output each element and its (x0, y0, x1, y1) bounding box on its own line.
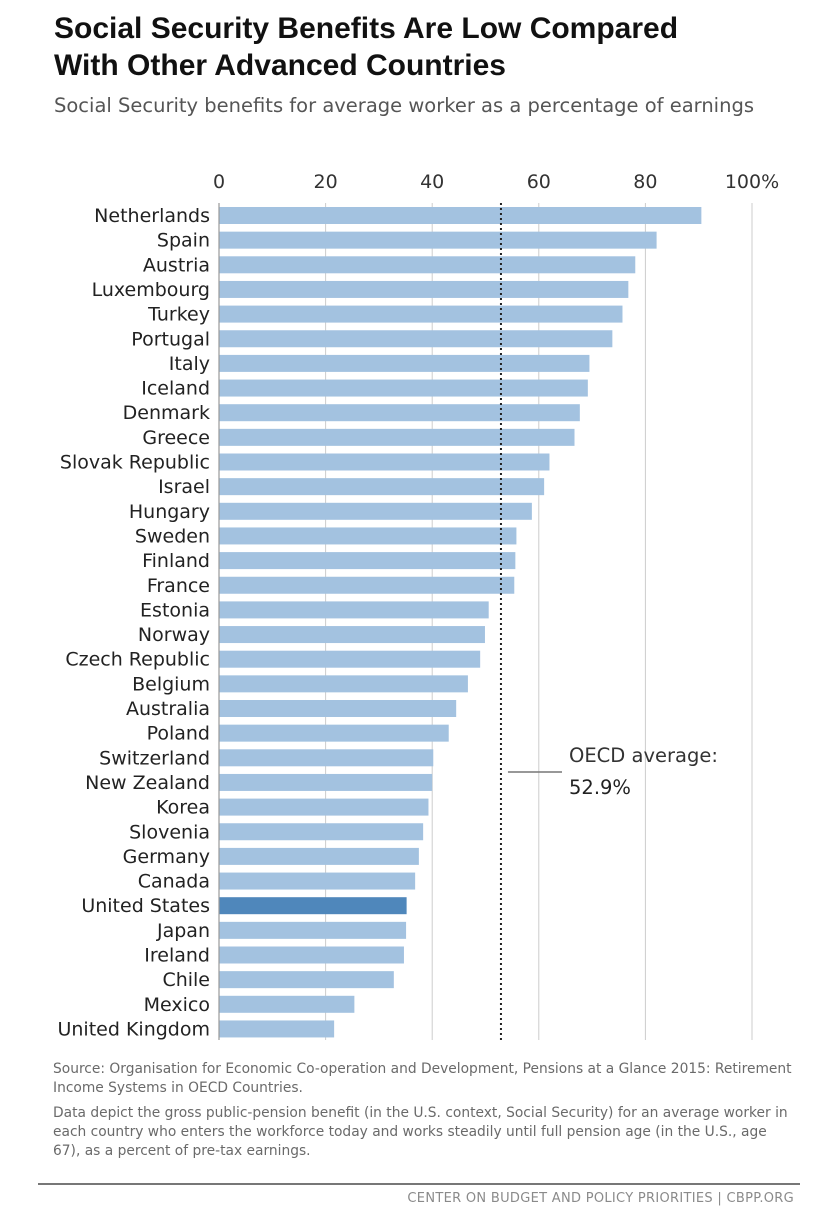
category-label: Israel (158, 476, 210, 498)
bar (219, 478, 545, 496)
category-label: Belgium (132, 673, 210, 695)
bar (219, 995, 355, 1013)
x-tick-label: 80 (633, 171, 657, 193)
x-tick-label: 40 (420, 171, 444, 193)
bar (219, 280, 629, 298)
bar (219, 404, 580, 422)
bar (219, 527, 517, 545)
category-label: Italy (169, 353, 210, 375)
bar (219, 872, 416, 890)
category-label: New Zealand (85, 772, 210, 794)
category-label: Japan (156, 920, 210, 942)
bar (219, 256, 636, 274)
bar (219, 773, 433, 791)
bar (219, 700, 457, 717)
chart-title-line-1: Social Security Benefits Are Low Compare… (54, 12, 679, 45)
bar (219, 305, 623, 323)
category-label: Portugal (131, 328, 210, 350)
x-tick-label: 100% (725, 171, 779, 193)
category-label: Sweden (135, 525, 210, 547)
category-label: Turkey (147, 304, 210, 326)
bar (219, 897, 407, 915)
source-notes: Source: Organisation for Economic Co-ope… (53, 1060, 793, 1167)
x-tick-label: 0 (213, 171, 225, 193)
bar (219, 971, 394, 989)
chart-subtitle: Social Security benefits for average wor… (54, 94, 755, 117)
bar (219, 601, 489, 619)
category-label: Mexico (144, 994, 210, 1016)
category-label: Hungary (129, 501, 210, 523)
category-label: Chile (162, 969, 210, 991)
data-note: Data depict the gross public-pension ben… (53, 1105, 788, 1159)
bar (219, 379, 588, 397)
category-label: Canada (138, 871, 210, 893)
bar (219, 749, 434, 767)
category-label: Spain (157, 230, 210, 252)
bar (219, 231, 657, 249)
footer-credit: CENTER ON BUDGET AND POLICY PRIORITIES |… (407, 1191, 794, 1206)
bar (219, 823, 424, 841)
bar (219, 724, 449, 742)
bar (219, 502, 532, 520)
category-label: Luxembourg (92, 279, 210, 301)
bar (219, 453, 550, 471)
footer-divider (38, 1183, 800, 1185)
bar (219, 1020, 335, 1038)
chart-title: Social Security Benefits Are Low Compare… (54, 10, 814, 84)
category-label: Austria (143, 254, 210, 276)
category-label: Slovenia (129, 821, 210, 843)
bar (219, 330, 613, 348)
bar (219, 428, 575, 446)
category-label: Norway (138, 624, 210, 646)
chart-title-line-2: With Other Advanced Countries (54, 49, 506, 82)
category-label: United States (81, 895, 210, 917)
x-tick-label: 20 (314, 171, 338, 193)
category-label: Iceland (141, 378, 210, 400)
x-tick-label: 60 (527, 171, 551, 193)
bar (219, 626, 485, 644)
category-label: Poland (147, 723, 210, 745)
bar (219, 675, 468, 693)
bar (219, 921, 407, 939)
bar (219, 354, 590, 372)
category-label: Korea (156, 797, 210, 819)
source-note: Source: Organisation for Economic Co-ope… (53, 1061, 792, 1096)
category-label: Netherlands (94, 205, 210, 227)
annotation-label: OECD average: (569, 744, 718, 767)
annotation-value: 52.9% (569, 776, 631, 799)
category-label: United Kingdom (57, 1018, 210, 1040)
category-label: Finland (142, 550, 210, 572)
category-label: Germany (123, 846, 210, 868)
bar (219, 207, 702, 224)
category-label: Denmark (123, 402, 210, 424)
category-label: Australia (126, 698, 210, 720)
category-label: France (147, 575, 210, 597)
category-label: Estonia (140, 599, 210, 621)
category-label: Greece (142, 427, 210, 449)
bar (219, 946, 404, 964)
category-label: Czech Republic (65, 649, 210, 671)
bar (219, 552, 516, 570)
category-label: Switzerland (99, 747, 210, 769)
bar (219, 847, 419, 865)
category-label: Ireland (144, 945, 210, 967)
bar (219, 798, 429, 816)
category-label: Slovak Republic (60, 452, 210, 474)
bar (219, 650, 481, 668)
bar (219, 576, 515, 594)
